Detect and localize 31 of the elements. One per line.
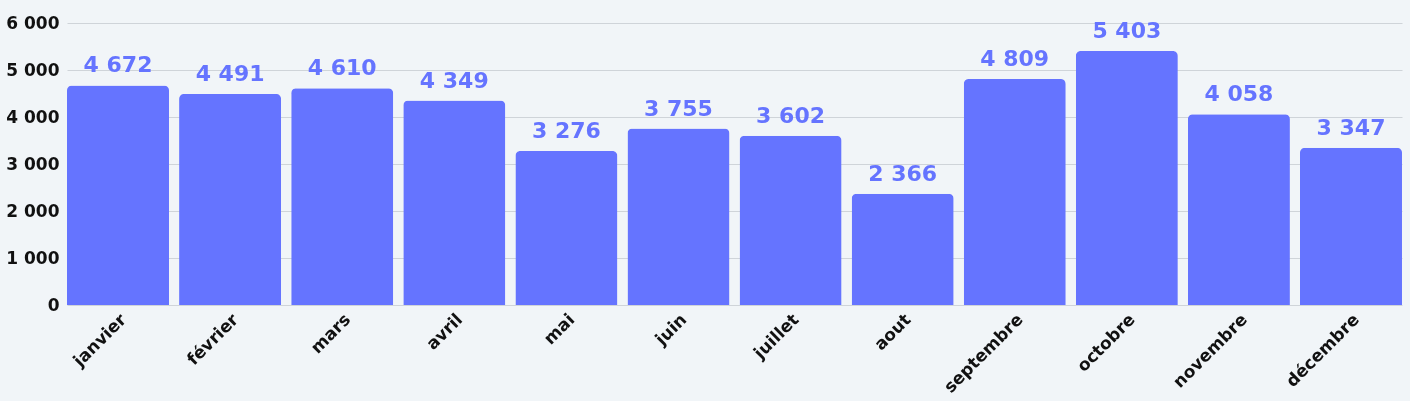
bar: [851, 193, 954, 305]
data-label: 4 672: [83, 52, 153, 78]
y-tick-label: 2 000: [6, 200, 60, 221]
bar: [403, 100, 506, 305]
data-label: 5 403: [1092, 18, 1162, 44]
data-label: 2 366: [868, 160, 938, 186]
data-label: 4 809: [980, 45, 1050, 71]
bar: [1187, 114, 1290, 305]
bar: [1075, 51, 1178, 305]
bar: [963, 78, 1066, 305]
bar: [179, 93, 282, 305]
y-tick-label: 3 000: [6, 153, 60, 174]
y-tick-label: 5 000: [6, 59, 60, 80]
data-label: 3 755: [644, 95, 713, 121]
y-tick-label: 4 000: [6, 106, 60, 127]
data-label: 3 602: [756, 102, 825, 128]
data-label: 4 349: [419, 67, 489, 93]
data-label: 3 276: [531, 118, 601, 144]
data-label: 4 058: [1204, 81, 1274, 107]
bar: [291, 88, 394, 305]
bar: [739, 135, 842, 305]
data-label: 4 491: [195, 60, 265, 86]
y-tick-label: 0: [47, 294, 60, 315]
data-label: 4 610: [307, 55, 377, 81]
bar: [627, 128, 730, 305]
y-tick-label: 1 000: [6, 247, 60, 268]
y-tick-label: 6 000: [6, 12, 60, 33]
bar: [67, 85, 169, 305]
bar: [515, 151, 618, 305]
bar: [1300, 147, 1402, 305]
data-label: 3 347: [1316, 114, 1386, 140]
